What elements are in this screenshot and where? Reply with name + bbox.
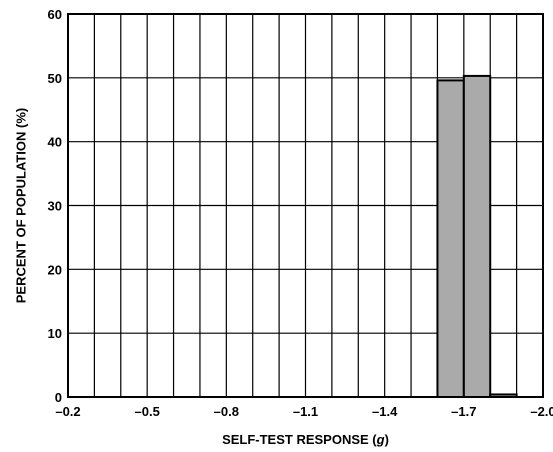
x-tick-label: –1.1 <box>293 404 318 419</box>
x-axis-label-unit: g <box>376 432 385 447</box>
y-tick-labels: 0 10 20 30 40 50 60 <box>48 7 62 405</box>
x-tick-label: –2.0 <box>530 404 553 419</box>
y-tick-label: 30 <box>48 199 62 214</box>
y-tick-label: 10 <box>48 326 62 341</box>
y-tick-label: 60 <box>48 7 62 22</box>
y-tick-label: 0 <box>55 390 62 405</box>
y-tick-label: 40 <box>48 135 62 150</box>
bars <box>436 74 518 399</box>
y-tick-label: 50 <box>48 71 62 86</box>
x-tick-label: –0.8 <box>214 404 239 419</box>
x-tick-label: –0.5 <box>135 404 160 419</box>
x-tick-label: –1.4 <box>372 404 398 419</box>
x-tick-labels: –0.2 –0.5 –0.8 –1.1 –1.4 –1.7 –2.0 <box>55 404 553 419</box>
plot-frame <box>67 13 544 398</box>
x-axis-label-suffix: ) <box>385 432 389 447</box>
y-axis-label: PERCENT OF POPULATION (%) <box>13 108 28 303</box>
x-tick-label: –0.2 <box>55 404 80 419</box>
x-tick-label: –1.7 <box>451 404 476 419</box>
y-tick-label: 20 <box>48 262 62 277</box>
x-axis-label-prefix: SELF-TEST RESPONSE ( <box>222 432 377 447</box>
x-axis-label: SELF-TEST RESPONSE (g) <box>222 432 389 447</box>
histogram-bar <box>436 79 465 399</box>
histogram-bar <box>462 74 492 398</box>
